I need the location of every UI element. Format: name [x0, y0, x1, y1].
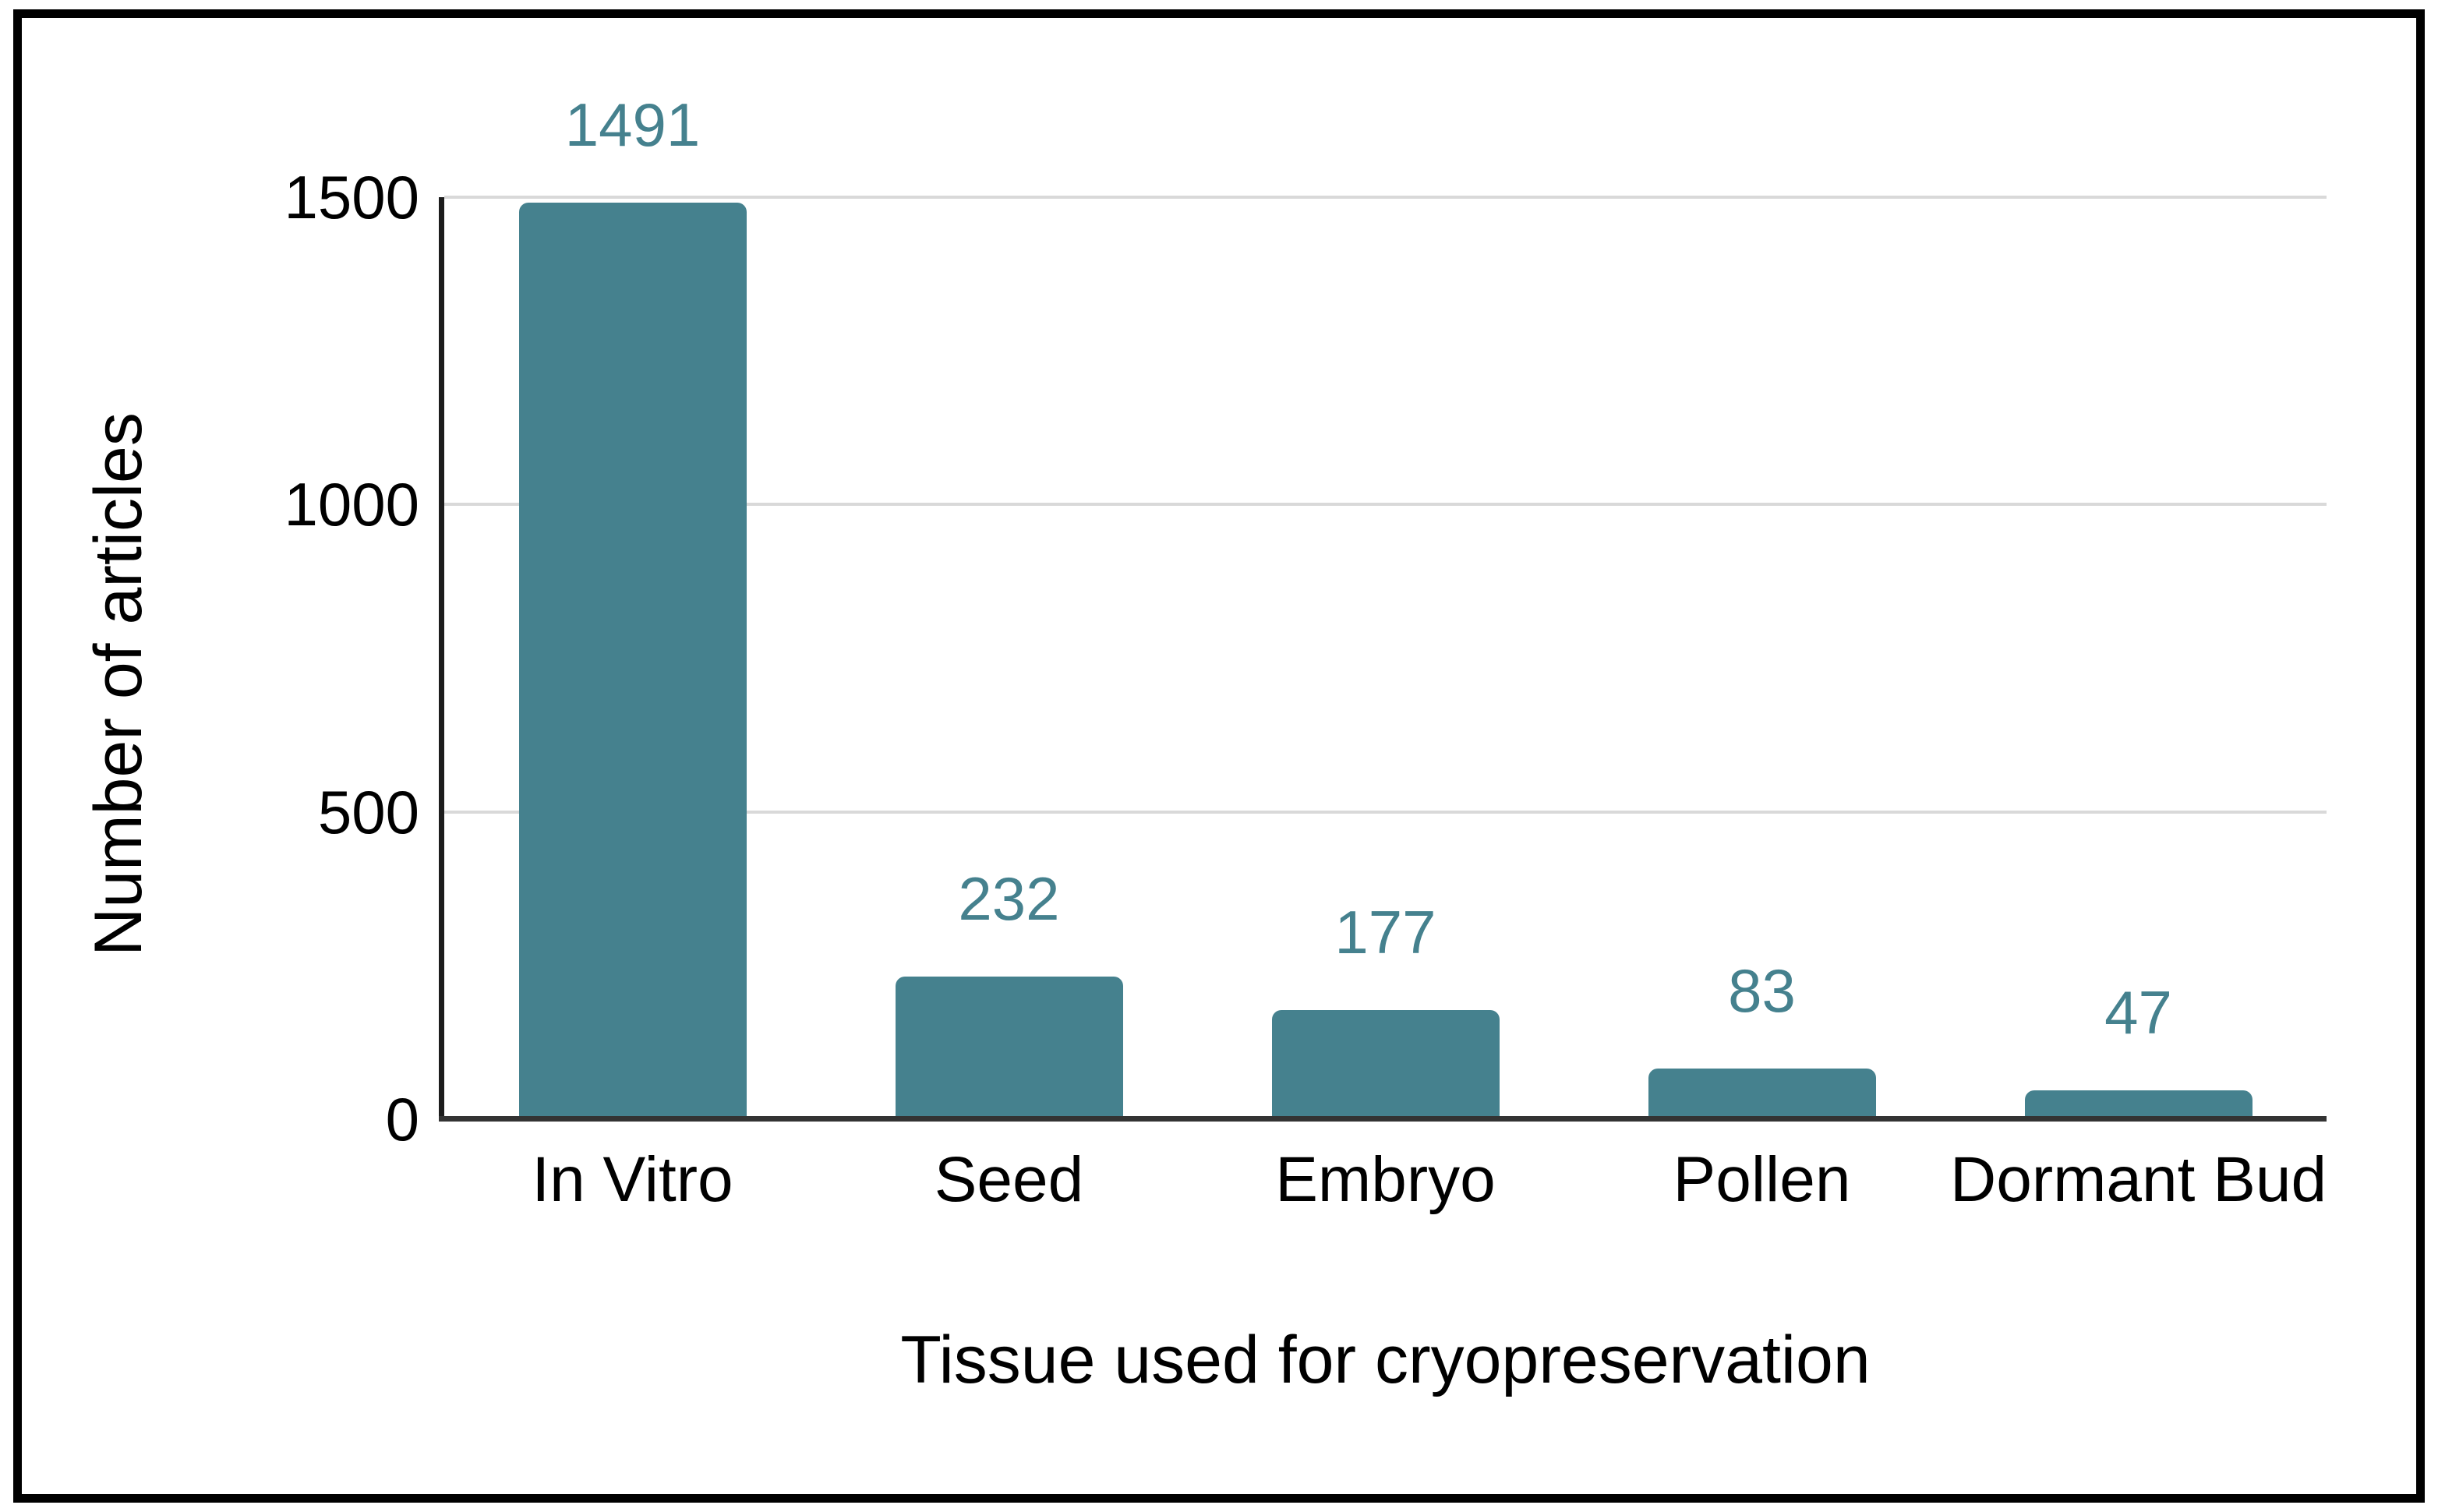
data-label-pollen: 83: [1728, 956, 1796, 1025]
y-tick-label-1000: 1000: [284, 470, 419, 539]
x-category-label-in-vitro: In Vitro: [532, 1144, 733, 1215]
x-category-label-embryo: Embryo: [1275, 1144, 1496, 1215]
y-tick-label-500: 500: [317, 777, 419, 846]
gridline-1500: [444, 196, 2327, 199]
bar-dormant-bud: [2024, 1090, 2252, 1119]
bar-pollen: [1648, 1068, 1876, 1119]
y-axis-line: [439, 197, 444, 1122]
figure-border-frame: [13, 9, 2425, 1503]
bar-embryo: [1271, 1010, 1500, 1119]
y-tick-label-0: 0: [385, 1085, 419, 1153]
x-category-label-dormant-bud: Dormant Bud: [1950, 1144, 2327, 1215]
gridline-500: [444, 810, 2327, 814]
bar-seed: [895, 977, 1123, 1119]
y-tick-label-1500: 1500: [284, 163, 419, 231]
data-label-seed: 232: [958, 864, 1060, 934]
bar-in-vitro: [518, 203, 747, 1119]
x-category-label-pollen: Pollen: [1673, 1144, 1851, 1215]
data-label-embryo: 177: [1334, 898, 1436, 967]
data-label-dormant-bud: 47: [2104, 977, 2172, 1047]
x-category-label-seed: Seed: [934, 1144, 1084, 1215]
x-axis-baseline: [439, 1116, 2327, 1122]
data-label-in-vitro: 1491: [564, 90, 701, 160]
y-axis-title: Number of articles: [81, 412, 156, 956]
gridline-1000: [444, 503, 2327, 507]
x-axis-title: Tissue used for cryopreservation: [900, 1323, 1871, 1397]
plot-area: 1491 232 177 83 47: [439, 90, 2327, 1122]
